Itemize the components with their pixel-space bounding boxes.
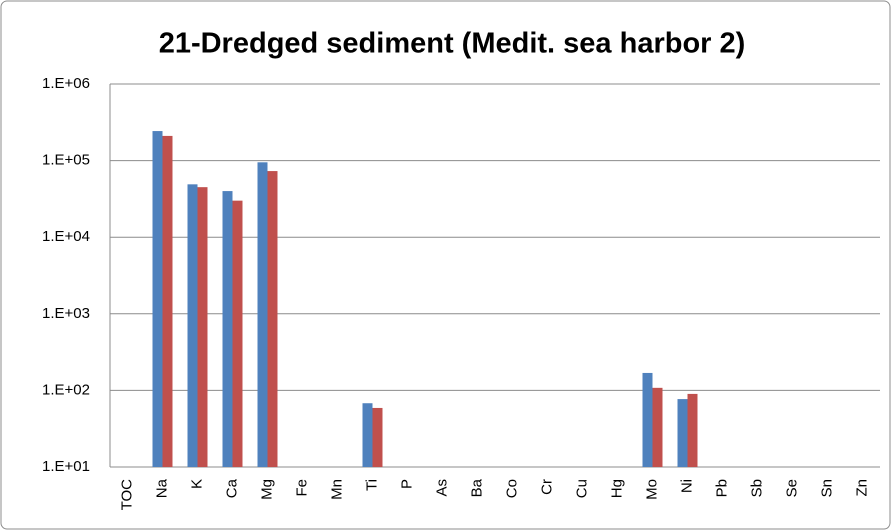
y-tick-label: 1.E+02 xyxy=(42,381,90,398)
bar xyxy=(267,171,278,468)
x-tick-label: Cr xyxy=(538,479,555,495)
x-tick-label: Se xyxy=(783,479,800,497)
x-tick-label: TOC xyxy=(118,479,135,511)
bar xyxy=(197,187,208,467)
x-tick-label: P xyxy=(398,479,415,489)
x-tick-label: Mn xyxy=(328,479,345,500)
x-tick-label: Zn xyxy=(853,479,870,497)
chart-title: 21-Dredged sediment (Medit. sea harbor 2… xyxy=(159,28,746,60)
bar xyxy=(187,184,198,467)
bar xyxy=(232,200,243,467)
bar xyxy=(257,162,268,467)
x-tick-label: Mo xyxy=(643,479,660,500)
x-tick-label: Fe xyxy=(293,479,310,497)
y-tick-label: 1.E+05 xyxy=(42,152,90,169)
x-tick-label: Ba xyxy=(468,478,485,497)
x-tick-label: Mg xyxy=(258,479,275,500)
x-tick-label: Ni xyxy=(678,479,695,493)
bar xyxy=(687,393,698,467)
x-tick-label: Co xyxy=(503,479,520,498)
bar xyxy=(222,191,233,467)
bar xyxy=(152,131,163,467)
x-tick-label: Pb xyxy=(713,479,730,497)
x-tick-label: K xyxy=(188,479,205,489)
x-tick-label: Sb xyxy=(748,479,765,497)
y-tick-label: 1.E+01 xyxy=(42,458,90,475)
bar xyxy=(162,135,173,467)
x-tick-label: Cu xyxy=(573,479,590,498)
x-tick-label: Ca xyxy=(223,478,240,498)
bar xyxy=(362,403,373,467)
x-tick-label: As xyxy=(433,479,450,497)
bar xyxy=(652,387,663,467)
x-tick-label: Sn xyxy=(818,479,835,497)
bar xyxy=(372,407,383,467)
x-tick-label: Ti xyxy=(363,479,380,491)
y-tick-label: 1.E+04 xyxy=(42,228,90,245)
y-tick-label: 1.E+03 xyxy=(42,305,90,322)
y-tick-label: 1.E+06 xyxy=(42,75,90,92)
bar xyxy=(677,399,688,467)
bar xyxy=(642,372,653,467)
x-tick-label: Na xyxy=(153,478,170,498)
x-tick-label: Hg xyxy=(608,479,625,498)
